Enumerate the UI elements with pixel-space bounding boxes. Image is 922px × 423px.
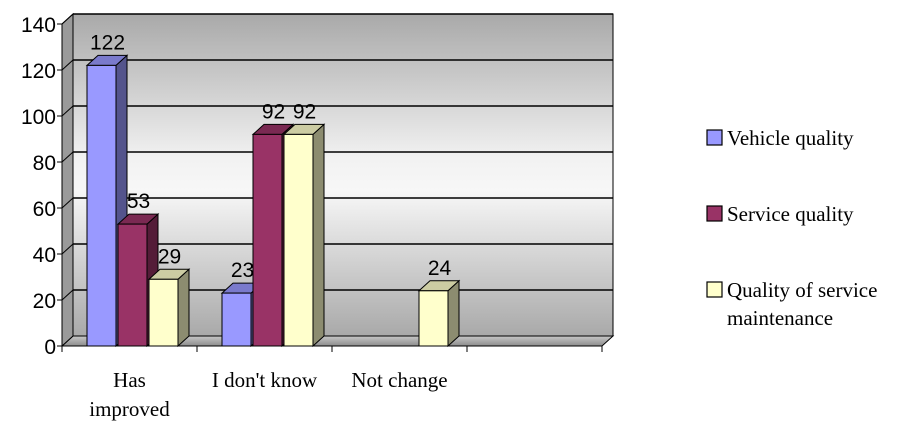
bar-side — [177, 268, 190, 348]
bars — [85, 54, 461, 348]
y-tick-label: 120 — [21, 60, 56, 83]
gridline-side — [61, 13, 74, 25]
data-label: 92 — [262, 100, 285, 123]
y-tick-label: 0 — [44, 336, 56, 359]
legend-label: Quality of service — [727, 278, 877, 302]
bar — [148, 278, 179, 347]
x-category-label: improved — [89, 397, 170, 421]
legend: Vehicle quality Service quality Quality of… — [706, 126, 877, 330]
y-tick-label: 80 — [33, 152, 56, 175]
bar — [418, 290, 449, 347]
data-label: 53 — [127, 190, 150, 213]
bar — [221, 292, 252, 347]
data-label: 122 — [90, 31, 125, 54]
x-category-label: I don't know — [212, 368, 318, 392]
data-label: 29 — [158, 245, 181, 268]
bar — [86, 64, 117, 347]
y-tick-label: 40 — [33, 244, 56, 267]
bar — [252, 133, 283, 347]
gridline-side — [61, 151, 74, 163]
legend-label: Vehicle quality — [727, 126, 854, 150]
legend-label: maintenance — [727, 306, 833, 330]
legend-label: Service quality — [727, 202, 854, 226]
x-category-label: Has — [113, 368, 146, 392]
y-tick-label: 140 — [21, 14, 56, 37]
bar — [117, 223, 148, 347]
gridline-side — [61, 243, 74, 255]
y-tick-label: 20 — [33, 290, 56, 313]
data-label: 24 — [428, 257, 452, 280]
y-tick-label: 60 — [33, 198, 56, 221]
data-label: 23 — [231, 259, 254, 282]
gridline-side — [61, 197, 74, 209]
bar-side — [447, 279, 460, 348]
legend-swatch — [706, 129, 723, 146]
legend-swatch — [706, 205, 723, 222]
bar-side — [312, 123, 325, 348]
x-category-label: Not change — [351, 368, 447, 392]
gridline-side — [61, 105, 74, 117]
y-tick-label: 100 — [21, 106, 56, 129]
data-labels: 122 53 29 23 92 92 24 — [90, 31, 452, 282]
bar — [283, 133, 314, 347]
legend-swatch — [706, 281, 723, 298]
side-wall — [61, 12, 74, 348]
gridline-side — [61, 59, 74, 71]
gridline-side — [61, 289, 74, 301]
data-label: 92 — [293, 100, 316, 123]
